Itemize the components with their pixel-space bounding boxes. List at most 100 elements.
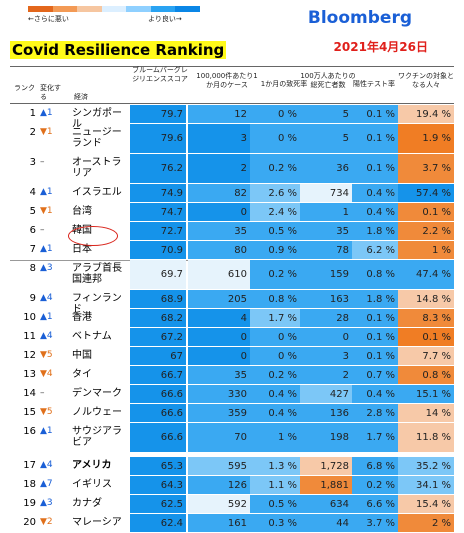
deaths-cell: 36 [300,154,352,184]
positive-cell: 6.8 % [352,457,398,476]
table-row: 9 ▲4 フィンランド 68.9 205 0.8 % 163 1.8 % 14.8 % [0,290,464,315]
economy-name: ノルウェー [72,407,122,418]
rank-number: 11 [23,331,36,342]
fatality-cell: 1.3 % [250,457,300,476]
japan-highlight-circle [68,226,118,246]
positive-cell: 1.8 % [352,290,398,309]
score-cell: 66.6 [130,404,186,423]
rank-change: ▼1 [40,127,53,137]
rank-number: 4 [29,187,36,198]
header-bottom-rule [10,103,454,104]
cases-cell: 12 [188,105,250,124]
legend-swatch [101,6,127,12]
legend-swatch [52,6,78,12]
fatality-cell: 0 % [250,105,300,124]
economy-name: アラブ首長国連邦 [72,263,122,285]
fatality-cell: 0 % [250,328,300,347]
table-row: 1 ▲1 シンガポール 79.7 12 0 % 5 0.1 % 19.4 % [0,105,464,130]
rank-number: 20 [23,517,36,528]
positive-cell: 1.8 % [352,222,398,241]
rank-number: 9 [29,293,36,304]
col-header-score: ブルームバーグレジリエンススコア [132,66,188,83]
table-row: 12 ▼5 中国 67 0 0 % 3 0.1 % 7.7 % [0,347,464,366]
cases-cell: 82 [188,184,250,203]
vaccine-cell: 15.4 % [398,495,454,514]
vaccine-cell: 7.7 % [398,347,454,366]
economy-name: イギリス [72,479,112,490]
vaccine-cell: 57.4 % [398,184,454,203]
deaths-cell: 1,728 [300,457,352,476]
cases-cell: 592 [188,495,250,514]
vaccine-cell: 1.9 % [398,124,454,154]
header-top-rule [10,66,454,67]
rank-number: 6 [29,225,36,236]
vaccine-cell: 15.1 % [398,385,454,404]
page-title: Covid Resilience Ranking [10,41,227,59]
positive-cell: 0.4 % [352,184,398,203]
vaccine-cell: 3.7 % [398,154,454,184]
score-cell: 74.9 [130,184,186,203]
col-header-change: 変化する [40,84,61,101]
vaccine-cell: 35.2 % [398,457,454,476]
table-row: 2 ▼1 ニュージーランド 79.6 3 0 % 5 0.1 % 1.9 % [0,124,464,154]
table-row: 20 ▼2 マレーシア 62.4 161 0.3 % 44 3.7 % 2 % [0,514,464,533]
economy-name: タイ [72,369,92,380]
legend-swatch [77,6,102,12]
rank-change: ▲4 [40,293,53,303]
rank-number: 2 [29,127,36,138]
legend-better-label: より良い→ [148,15,182,23]
rank-change: ▲1 [40,244,53,254]
positive-cell: 0.1 % [352,309,398,328]
col-header-economy: 経済 [74,93,88,101]
cases-cell: 0 [188,203,250,222]
positive-cell: 0.1 % [352,154,398,184]
rank-number: 15 [23,407,36,418]
table-row: 18 ▲7 イギリス 64.3 126 1.1 % 1,881 0.2 % 34.1 % [0,476,464,495]
fatality-cell: 0.5 % [250,222,300,241]
legend-swatch [126,6,151,12]
fatality-cell: 0.3 % [250,514,300,533]
deaths-cell: 5 [300,105,352,124]
report-date: 2021年4月26日 [333,40,428,54]
score-cell: 62.5 [130,495,186,514]
rank-number: 10 [23,312,36,323]
rank-number: 7 [29,244,36,255]
economy-name: サウジアラビア [72,426,122,448]
vaccine-cell: 14 % [398,404,454,423]
fatality-cell: 2.4 % [250,203,300,222]
positive-cell: 0.1 % [352,124,398,154]
score-cell: 64.3 [130,476,186,495]
economy-name: 台湾 [72,206,92,217]
deaths-cell: 1,881 [300,476,352,495]
vaccine-cell: 0.8 % [398,366,454,385]
economy-name: フィンランド [72,293,122,315]
table-row: 4 ▲1 イスラエル 74.9 82 2.6 % 734 0.4 % 57.4 % [0,184,464,203]
score-cell: 69.7 [130,260,186,290]
cases-cell: 3 [188,124,250,154]
col-header-fatality: 1か月の致死率 [260,80,308,88]
vaccine-cell: 0.1 % [398,328,454,347]
vaccine-cell: 47.4 % [398,260,454,290]
economy-name: マレーシア [72,517,122,528]
economy-name: イスラエル [72,187,122,198]
deaths-cell: 2 [300,366,352,385]
fatality-cell: 0.2 % [250,154,300,184]
rank-change: ▲3 [40,263,53,273]
deaths-cell: 35 [300,222,352,241]
table-row: 11 ▲4 ベトナム 67.2 0 0 % 0 0.1 % 0.1 % [0,328,464,347]
score-cell: 67 [130,347,186,366]
cases-cell: 0 [188,328,250,347]
positive-cell: 3.7 % [352,514,398,533]
vaccine-cell: 34.1 % [398,476,454,495]
vaccine-cell: 0.1 % [398,203,454,222]
rank-number: 16 [23,426,36,437]
legend-worse-label: ←さらに悪い [28,15,69,23]
fatality-cell: 1 % [250,423,300,453]
rank-number: 17 [23,460,36,471]
economy-name: アメリカ [72,460,112,471]
score-cell: 68.9 [130,290,186,309]
score-cell: 65.3 [130,457,186,476]
score-cell: 66.6 [130,385,186,404]
cases-cell: 35 [188,222,250,241]
cases-cell: 126 [188,476,250,495]
